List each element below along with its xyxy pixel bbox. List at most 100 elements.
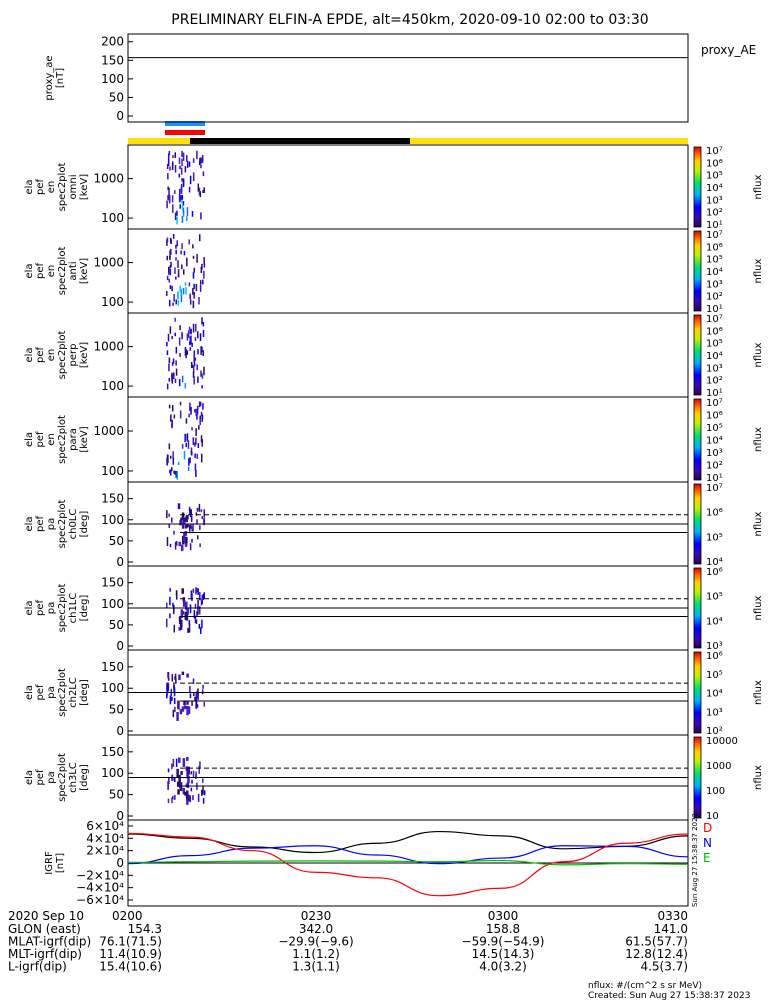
heat-cell-pa_ch2-10 xyxy=(183,701,186,706)
ytick-label-pa_ch0-3: 0 xyxy=(116,555,124,569)
heat-cell-spec_anti-15 xyxy=(188,282,191,287)
colorbar-label-pa_ch2: nflux xyxy=(753,680,764,705)
ylabel-pa_ch1-line-0: ela xyxy=(24,600,35,615)
ytick-label-spec_perp-1: 100 xyxy=(101,379,124,393)
heat-cell-pa_ch0-43 xyxy=(196,507,199,512)
heat-cell-spec_para-19 xyxy=(195,408,197,416)
heat-cell-pa_ch0-5 xyxy=(184,542,188,547)
heat-cell-spec_omni-11 xyxy=(199,191,202,198)
heat-cell-pa_ch2-45 xyxy=(166,694,168,699)
colorbar-tick-spec_omni-2: 10⁵ xyxy=(706,171,723,182)
heat-cell-pa_ch3-34 xyxy=(173,777,176,781)
heat-cell-spec_anti-4 xyxy=(203,270,205,279)
heat-cell-spec_omni-16 xyxy=(182,201,185,206)
heat-cell-spec_omni-63 xyxy=(202,171,205,177)
footer-units: nflux: #/(cm^2 s sr MeV) xyxy=(588,981,702,991)
heat-cell-pa_ch2-22 xyxy=(166,682,168,689)
colorbar-tick-spec_anti-4: 10³ xyxy=(706,279,723,290)
heat-cell-spec_perp-40 xyxy=(202,350,205,356)
ytick-label-igrf-4: −2×10⁴ xyxy=(76,868,124,882)
ylabel-pa_ch3-line-1: pef xyxy=(35,769,46,786)
heat-cell-spec_anti-62 xyxy=(169,268,172,276)
heat-cell-pa_ch3-37 xyxy=(192,795,194,801)
ylabel-igrf: IGRF [nT] xyxy=(44,851,66,875)
heat-cell-pa_ch0-18 xyxy=(181,512,185,520)
ylabel-spec_omni-line-0: ela xyxy=(24,179,35,194)
heat-cell-spec_perp-31 xyxy=(201,385,203,389)
heat-cell-pa_ch0-47 xyxy=(196,519,198,525)
ylabel-spec_omni-line-1: pef xyxy=(35,179,46,196)
heat-cell-spec_anti-33 xyxy=(180,293,183,303)
heat-cell-spec_omni-12 xyxy=(181,158,183,167)
heat-cell-spec_omni-15 xyxy=(182,207,185,214)
colorbar-tick-spec_para-2: 10⁵ xyxy=(706,423,723,434)
heat-cell-spec_perp-57 xyxy=(189,341,191,346)
heat-cell-spec_perp-45 xyxy=(174,332,176,337)
heat-cell-spec_perp-51 xyxy=(188,326,191,330)
heat-cell-spec_omni-66 xyxy=(192,172,195,182)
heat-cell-pa_ch0-3 xyxy=(195,512,198,516)
heat-cell-spec_anti-68 xyxy=(179,285,181,293)
heat-cell-spec_perp-18 xyxy=(195,323,197,332)
heat-cell-pa_ch1-22 xyxy=(188,620,191,626)
heat-cell-spec_perp-25 xyxy=(171,372,173,382)
ylabel-spec_anti-line-2: en xyxy=(46,265,57,278)
orbit-row-2-value-0: 11.4(10.9) xyxy=(99,947,162,961)
colorbar-tick-spec_anti-0: 10⁷ xyxy=(706,230,723,241)
heat-cell-pa_ch0-44 xyxy=(190,510,192,518)
orbit-row-0-value-2: 158.8 xyxy=(486,922,520,936)
heat-cell-spec_para-64 xyxy=(191,451,193,456)
heat-cell-pa_ch0-21 xyxy=(179,519,182,526)
heat-cell-spec_perp-7 xyxy=(197,331,199,339)
ylabel-pa_ch1-line-5: [deg] xyxy=(79,595,90,622)
heat-cell-pa_ch3-31 xyxy=(186,797,189,805)
heat-cell-pa_ch0-1 xyxy=(191,538,193,543)
colorbar-tick-pa_ch0-3: 10⁴ xyxy=(706,557,723,568)
heat-cell-spec_para-60 xyxy=(198,401,201,408)
colorbar-tick-pa_ch2-3: 10³ xyxy=(706,707,723,718)
heat-cell-pa_ch3-46 xyxy=(176,781,180,787)
heat-cell-spec_perp-35 xyxy=(189,336,192,343)
heat-cell-pa_ch3-20 xyxy=(199,761,201,768)
heat-cell-pa_ch0-29 xyxy=(181,524,185,529)
heat-cell-spec_anti-10 xyxy=(177,300,180,306)
heat-cell-pa_ch0-36 xyxy=(183,532,186,542)
ylabel-pa_ch3-line-4: ch3LC xyxy=(68,762,79,793)
heat-cell-pa_ch2-49 xyxy=(189,693,192,699)
colorbar-tick-pa_ch2-1: 10⁵ xyxy=(706,670,723,681)
heat-cell-spec_anti-37 xyxy=(175,276,177,280)
heat-cell-spec_para-34 xyxy=(183,450,186,460)
heat-cell-pa_ch3-4 xyxy=(182,787,186,795)
heat-cell-spec_omni-20 xyxy=(180,167,183,175)
heat-cell-pa_ch3-13 xyxy=(175,758,178,767)
heat-cell-spec_para-22 xyxy=(201,439,203,447)
ytick-label-igrf-2: 2×10⁴ xyxy=(86,844,124,858)
heat-cell-pa_ch3-52 xyxy=(186,769,189,779)
heat-cell-spec_perp-29 xyxy=(189,329,192,334)
heat-cell-spec_perp-5 xyxy=(196,364,198,371)
heat-cell-spec_perp-0 xyxy=(192,323,195,333)
ylabel-pa_ch3-line-5: [deg] xyxy=(79,764,90,791)
heat-cell-pa_ch3-16 xyxy=(178,757,181,763)
heat-cell-pa_ch2-47 xyxy=(197,692,199,701)
ylabel-igrf-line-0: IGRF xyxy=(44,851,55,875)
heat-cell-pa_ch1-9 xyxy=(172,602,174,607)
ytick-label-proxy_ae-1: 150 xyxy=(101,53,124,67)
colorbar-tick-spec_perp-6: 10¹ xyxy=(706,388,723,399)
heat-cell-pa_ch0-35 xyxy=(199,543,201,548)
heat-cell-spec_perp-52 xyxy=(175,368,178,376)
ytick-label-pa_ch3-2: 50 xyxy=(109,788,124,802)
heat-cell-pa_ch2-1 xyxy=(183,705,187,710)
heat-cell-spec_omni-33 xyxy=(166,200,168,209)
heat-cell-spec_anti-42 xyxy=(172,233,175,239)
panel-proxy_ae: proxy_ae [nT] 200 150 100 50 0 proxy_AE xyxy=(44,33,756,123)
heat-cell-pa_ch3-48 xyxy=(192,770,195,777)
panel-pa_ch1: ela pef pa spec2plot ch1LC [deg] 150 100 50 0 10⁶ 1… xyxy=(24,565,764,653)
colorbar-tick-spec_para-3: 10⁴ xyxy=(706,436,723,447)
heat-cell-spec_anti-48 xyxy=(185,286,187,295)
heat-cell-spec_omni-48 xyxy=(186,216,188,222)
heat-cell-pa_ch0-30 xyxy=(170,517,173,523)
heat-cell-pa_ch1-45 xyxy=(173,624,176,633)
heat-cell-pa_ch0-15 xyxy=(190,515,193,522)
colorbar-tick-spec_anti-2: 10⁵ xyxy=(706,255,723,266)
